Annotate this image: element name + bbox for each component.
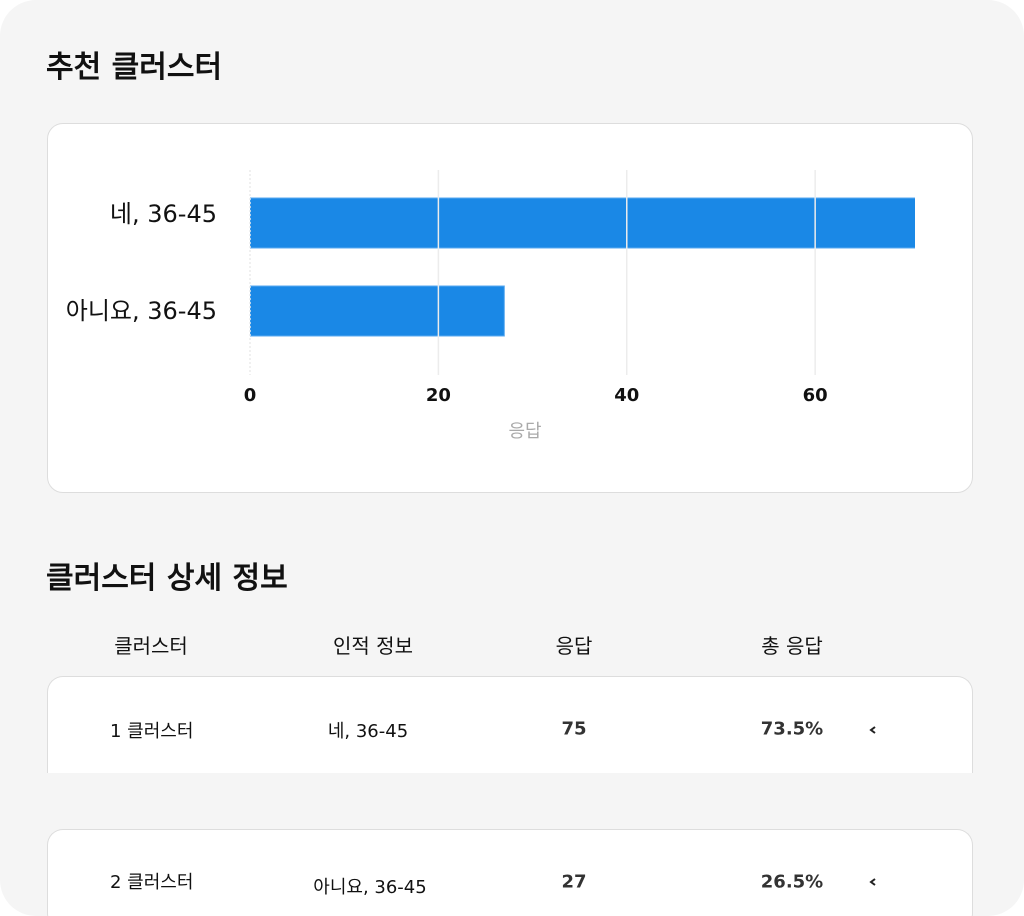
x-tick-label: 20 (426, 385, 451, 406)
cell: 73.5% (760, 718, 824, 740)
chart-card (47, 123, 973, 493)
table-header: 응답 (555, 634, 593, 658)
bar (250, 197, 915, 249)
x-tick-label: 40 (614, 385, 639, 406)
cell: 75 (561, 718, 587, 740)
bar (250, 285, 505, 337)
table-header: 총 응답 (761, 634, 823, 658)
section-title: 추천 클러스터 (46, 50, 223, 85)
cell: 네, 36-45 (327, 721, 409, 742)
y-tick-label: 네, 36-45 (110, 200, 217, 228)
table-row (47, 676, 973, 773)
cell: 아니요, 36-45 (313, 877, 427, 898)
x-axis-label: 응답 (508, 421, 541, 442)
y-tick-label: 아니요, 36-45 (66, 297, 217, 325)
expand-icon[interactable] (868, 724, 878, 736)
cell: 2 클러스터 (110, 872, 194, 893)
table-header: 인적 정보 (333, 634, 413, 658)
cell: 27 (561, 871, 587, 893)
expand-icon[interactable] (868, 876, 878, 888)
table-header: 클러스터 (114, 634, 188, 658)
cell: 26.5% (760, 871, 824, 893)
x-tick-label: 60 (803, 385, 828, 406)
cell: 1 클러스터 (110, 721, 194, 742)
chart: 0 20 40 60 응답 네, 36-45 아니요, 36-45 (66, 170, 915, 442)
section-title: 클러스터 상세 정보 (46, 561, 288, 596)
table-row (47, 829, 973, 916)
x-tick-label: 0 (244, 385, 257, 406)
